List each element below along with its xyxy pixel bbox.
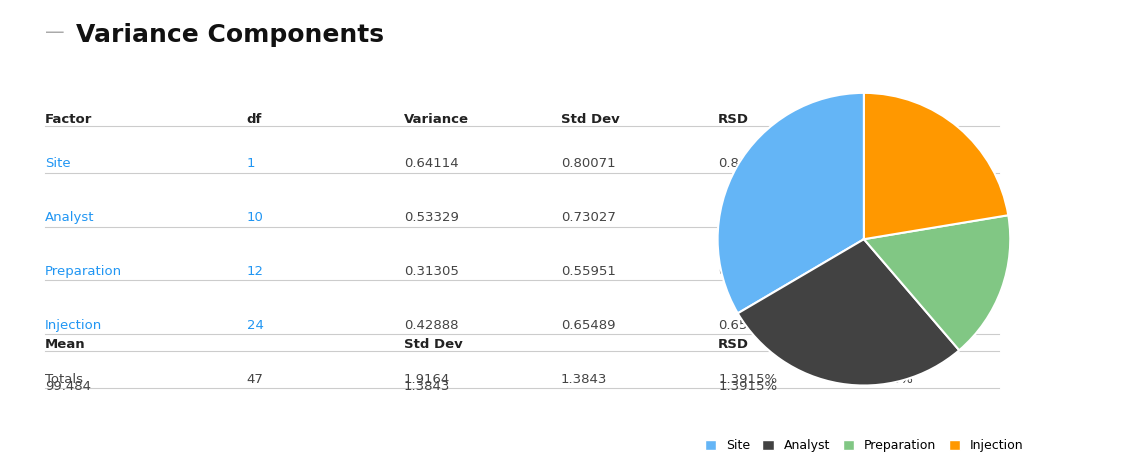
Text: 0.65489: 0.65489 [561,319,616,332]
Text: RSD: RSD [718,338,749,351]
Text: 0.65829%: 0.65829% [718,319,785,332]
Text: 0.80486%: 0.80486% [718,157,785,170]
Text: 0.80071: 0.80071 [561,157,616,170]
Text: 0.55951: 0.55951 [561,265,616,278]
Text: 10: 10 [247,211,264,224]
Text: df: df [247,113,263,126]
Text: 0.73406%: 0.73406% [718,211,785,224]
Text: 16.336%: 16.336% [875,265,935,278]
Text: Injection: Injection [45,319,102,332]
Text: 1.3843: 1.3843 [561,373,607,386]
Text: 1.3915%: 1.3915% [718,373,778,386]
Text: 24: 24 [247,319,264,332]
Text: Site: Site [45,157,71,170]
Text: Std Dev: Std Dev [561,113,619,126]
Wedge shape [738,239,959,386]
Text: 0.53329: 0.53329 [404,211,459,224]
Text: Factor: Factor [45,113,92,126]
Text: 1.3843: 1.3843 [404,380,450,393]
Text: 47: 47 [247,373,264,386]
Text: 33.456%: 33.456% [875,157,935,170]
Text: 22.380%: 22.380% [875,319,935,332]
Text: 1: 1 [247,157,256,170]
Text: Analyst: Analyst [45,211,94,224]
Text: 0.56242%: 0.56242% [718,265,785,278]
Wedge shape [864,215,1010,350]
Text: 27.828%: 27.828% [875,211,935,224]
Text: Variance: Variance [404,113,469,126]
Text: 1.9164: 1.9164 [404,373,450,386]
Text: —: — [45,23,64,43]
Text: RSD: RSD [718,113,749,126]
Text: 0.73027: 0.73027 [561,211,616,224]
Legend: Site, Analyst, Preparation, Injection: Site, Analyst, Preparation, Injection [705,439,1023,453]
Text: Totals: Totals [45,373,83,386]
Text: 12: 12 [247,265,264,278]
Text: % Total: % Total [875,113,929,126]
Text: 1.3915%: 1.3915% [718,380,778,393]
Text: Std Dev: Std Dev [404,338,462,351]
Text: Variance Components: Variance Components [76,23,385,47]
Wedge shape [718,93,864,313]
Wedge shape [864,93,1009,239]
Text: Mean: Mean [45,338,85,351]
Text: 0.64114: 0.64114 [404,157,459,170]
Text: 100%: 100% [875,373,913,386]
Text: Preparation: Preparation [45,265,122,278]
Text: 0.31305: 0.31305 [404,265,459,278]
Text: 99.484: 99.484 [45,380,91,393]
Text: 0.42888: 0.42888 [404,319,459,332]
